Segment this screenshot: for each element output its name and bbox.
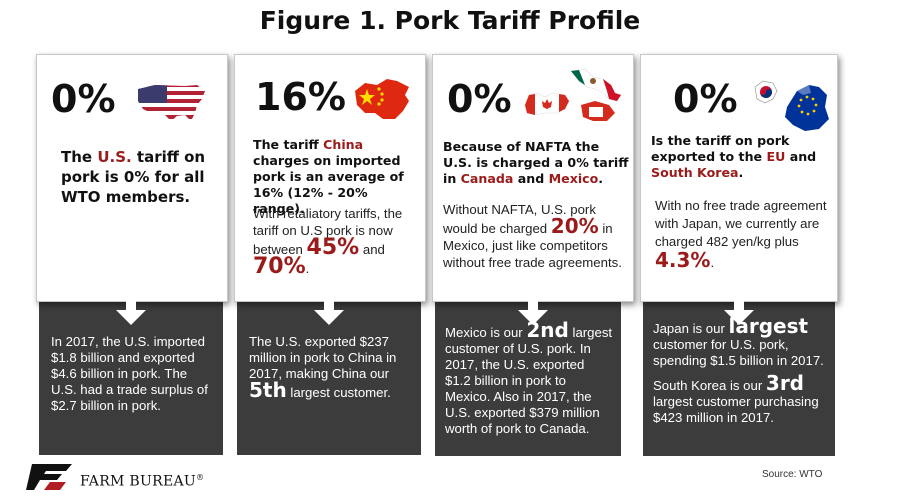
down-arrow-icon [518,298,548,325]
lead-text-eu-korea: Is the tariff on pork exported to the EU… [651,133,817,180]
figure-title: Figure 1. Pork Tariff Profile [259,6,641,35]
china-map-flag-icon [355,79,409,119]
down-arrow-icon [724,298,754,325]
farm-bureau-logo-icon [26,464,72,490]
source-note: Source: WTO [762,469,823,480]
card-nafta: 0% Because of NAFTA the U.S. is charged … [432,54,634,302]
bottom-text-japan: Japan is our largest customer for U.S. p… [653,314,824,368]
body-text-eu-korea: With no free trade agreement with Japan,… [655,198,827,272]
card-china: 16% The tariff China charges on imported… [234,54,426,302]
farm-bureau-wordmark: FARM BUREAU® [80,473,205,490]
bottom-panel-china: The U.S. exported $237 million in pork t… [237,298,421,455]
body-text-china: With retaliatory tariffs, the tariff on … [253,206,403,279]
card-eu-korea: 0% Is the tariff on pork exported to the… [640,54,838,302]
bottom-text-korea: South Korea is our 3rd largest customer … [653,371,819,425]
body-text-nafta: Without NAFTA, U.S. pork would be charge… [443,202,622,270]
percent-eu-korea: 0% [673,77,738,121]
usa-map-flag-icon [138,85,205,121]
percent-us: 0% [51,77,116,121]
card-us: 0% The U.S. tariff on pork is 0% for all… [36,54,228,302]
percent-nafta: 0% [447,77,512,121]
bottom-panel-nafta: Mexico is our 2nd largest customer of U.… [435,298,621,456]
bottom-highlight-nafta: 2nd [526,318,569,342]
percent-china: 16% [255,75,346,119]
lead-text-us: The U.S. tariff on pork is 0% for all WT… [61,148,206,206]
down-arrow-icon [314,298,344,325]
down-arrow-icon [116,298,146,325]
lead-text-nafta: Because of NAFTA the U.S. is charged a 0… [443,139,629,186]
lead-text-china: The tariff China charges on imported por… [253,137,404,216]
korea-eu-flag-icon [754,80,829,131]
bottom-highlight-china: 5th [249,378,287,402]
canada-mexico-map-flag-icon [524,68,622,121]
bottom-text-us: In 2017, the U.S. imported $1.8 billion … [51,334,208,413]
